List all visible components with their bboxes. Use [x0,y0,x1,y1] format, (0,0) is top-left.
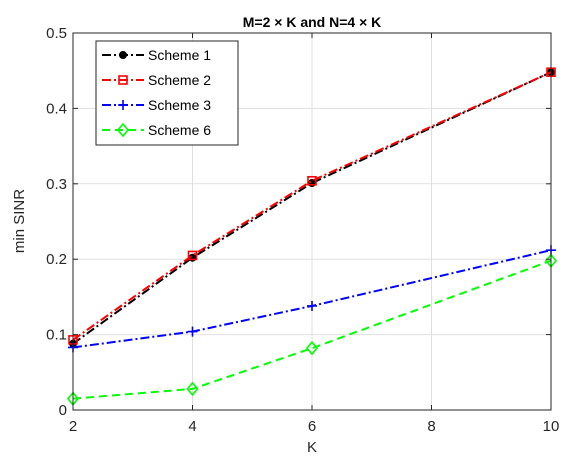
y-tick-label: 0.1 [46,327,67,344]
ticks: 2 4 6 8 10 0 0.1 0.2 0.3 0.4 0.5 [46,25,559,435]
series-line [72,259,552,400]
legend-label: Scheme 1 [148,47,211,63]
legend-marker [118,75,128,85]
data-point-plus [187,326,198,337]
y-axis-label: min SINR [11,189,28,253]
x-tick-label: 6 [308,418,316,435]
legend-item: Scheme 6 [102,122,211,138]
data-point-square [187,250,198,261]
series-line [72,249,552,349]
legend-marker [116,122,130,138]
data-point-plus [307,300,317,311]
x-tick-label: 2 [69,418,77,435]
data-point-diamond [186,381,199,397]
y-tick-label: 0 [59,402,67,419]
chart-title: M=2 × K and N=4 × K [243,14,382,30]
data-point-square [307,175,317,186]
y-tick-label: 0.2 [46,251,67,268]
data-point-diamond [305,340,319,356]
legend-marker [119,51,127,59]
x-tick-label: 4 [188,418,196,435]
x-tick-label: 8 [427,418,435,435]
y-tick-label: 0.4 [46,100,67,117]
legend: Scheme 1 Scheme 2 Scheme 3 Scheme 6 [95,40,239,146]
legend-label: Scheme 3 [148,97,211,113]
series-line [72,71,552,345]
legend-item: Scheme 3 [102,97,211,113]
y-tick-label: 0.3 [46,176,67,193]
legend-label: Scheme 2 [148,72,211,88]
x-axis-label: K [307,439,317,456]
series-line [72,71,552,341]
legend-label: Scheme 6 [148,122,211,138]
y-tick-label: 0.5 [46,25,67,42]
legend-item: Scheme 2 [102,72,211,88]
legend-item: Scheme 1 [102,47,211,63]
series-lines [66,67,558,406]
legend-marker [118,100,128,110]
x-tick-label: 10 [543,418,560,435]
